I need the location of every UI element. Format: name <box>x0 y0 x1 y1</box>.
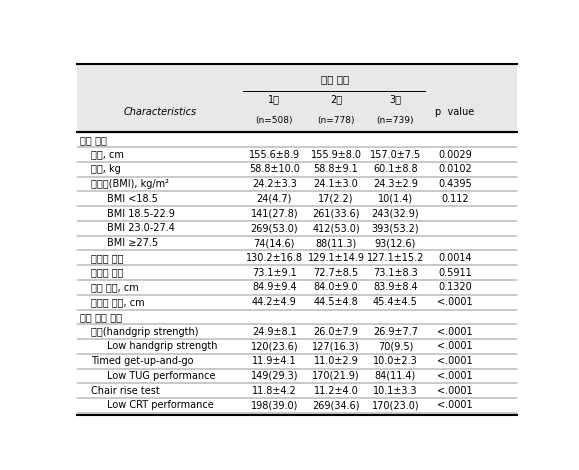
Text: 58.8±9.1: 58.8±9.1 <box>314 164 358 174</box>
Text: 24.3±2.9: 24.3±2.9 <box>373 179 418 189</box>
Text: 0.0102: 0.0102 <box>438 164 472 174</box>
Text: 88(11.3): 88(11.3) <box>316 238 357 248</box>
Text: Characteristics: Characteristics <box>124 108 197 118</box>
Text: 269(34.6): 269(34.6) <box>312 400 360 410</box>
Text: 84.9±9.4: 84.9±9.4 <box>252 282 296 292</box>
Text: 0.1320: 0.1320 <box>438 282 472 292</box>
Text: 10.1±3.3: 10.1±3.3 <box>373 386 418 396</box>
Text: 이완기 혈압: 이완기 혈압 <box>91 267 124 278</box>
Text: 체중, kg: 체중, kg <box>91 164 121 174</box>
Bar <box>77 63 516 134</box>
Text: 비만도(BMI), kg/m²: 비만도(BMI), kg/m² <box>91 179 169 189</box>
Text: 83.9±8.4: 83.9±8.4 <box>373 282 418 292</box>
Text: 방문 횟수: 방문 횟수 <box>321 74 349 84</box>
Text: 26.9±7.7: 26.9±7.7 <box>373 327 418 337</box>
Text: 141(27.8): 141(27.8) <box>251 209 298 219</box>
Text: (n=778): (n=778) <box>317 116 355 125</box>
Text: Low CRT performance: Low CRT performance <box>107 400 214 410</box>
Text: 0.112: 0.112 <box>441 194 469 204</box>
Text: 11.0±2.9: 11.0±2.9 <box>314 356 358 366</box>
Text: <.0001: <.0001 <box>437 327 472 337</box>
Text: 0.0014: 0.0014 <box>438 253 472 263</box>
Text: 허벅지 둘레, cm: 허벅지 둘레, cm <box>91 297 145 307</box>
Text: 24.2±3.3: 24.2±3.3 <box>252 179 297 189</box>
Text: 60.1±8.8: 60.1±8.8 <box>373 164 418 174</box>
Text: <.0001: <.0001 <box>437 356 472 366</box>
Text: <.0001: <.0001 <box>437 297 472 307</box>
Text: 93(12.6): 93(12.6) <box>375 238 416 248</box>
Text: 10(1.4): 10(1.4) <box>378 194 413 204</box>
Text: 허리 둘레, cm: 허리 둘레, cm <box>91 282 139 292</box>
Text: 149(29.3): 149(29.3) <box>251 371 298 381</box>
Text: BMI ≥27.5: BMI ≥27.5 <box>107 238 158 248</box>
Text: Chair rise test: Chair rise test <box>91 386 160 396</box>
Text: 412(53.0): 412(53.0) <box>312 223 360 233</box>
Text: 129.1±14.9: 129.1±14.9 <box>307 253 365 263</box>
Text: (n=739): (n=739) <box>377 116 414 125</box>
Text: (n=508): (n=508) <box>255 116 293 125</box>
Text: 157.0±7.5: 157.0±7.5 <box>370 149 421 159</box>
Text: 58.8±10.0: 58.8±10.0 <box>249 164 300 174</box>
Text: 44.5±4.8: 44.5±4.8 <box>314 297 358 307</box>
Text: 수축기 혈압: 수축기 혈압 <box>91 253 124 263</box>
Text: 1회: 1회 <box>268 94 280 104</box>
Text: 11.2±4.0: 11.2±4.0 <box>314 386 358 396</box>
Text: Timed get-up-and-go: Timed get-up-and-go <box>91 356 194 366</box>
Text: 127(16.3): 127(16.3) <box>312 341 360 352</box>
Text: 0.4395: 0.4395 <box>438 179 472 189</box>
Text: 신체 기능 평가: 신체 기능 평가 <box>80 312 122 322</box>
Text: 198(39.0): 198(39.0) <box>251 400 298 410</box>
Text: Low TUG performance: Low TUG performance <box>107 371 215 381</box>
Text: 84.0±9.0: 84.0±9.0 <box>314 282 358 292</box>
Text: 243(32.9): 243(32.9) <box>372 209 419 219</box>
Text: 신장, cm: 신장, cm <box>91 149 124 159</box>
Text: 신체 계측: 신체 계측 <box>80 135 107 145</box>
Text: 17(2.2): 17(2.2) <box>318 194 354 204</box>
Text: 130.2±16.8: 130.2±16.8 <box>246 253 303 263</box>
Text: 73.1±9.1: 73.1±9.1 <box>252 267 296 278</box>
Text: 73.1±8.3: 73.1±8.3 <box>373 267 418 278</box>
Text: <.0001: <.0001 <box>437 341 472 352</box>
Text: BMI 18.5-22.9: BMI 18.5-22.9 <box>107 209 175 219</box>
Text: 261(33.6): 261(33.6) <box>312 209 360 219</box>
Text: 악력(handgrip strength): 악력(handgrip strength) <box>91 327 199 337</box>
Text: p  value: p value <box>435 108 475 118</box>
Text: 155.9±8.0: 155.9±8.0 <box>310 149 361 159</box>
Text: 269(53.0): 269(53.0) <box>251 223 298 233</box>
Text: 155.6±8.9: 155.6±8.9 <box>249 149 300 159</box>
Text: 170(23.0): 170(23.0) <box>372 400 419 410</box>
Text: 10.0±2.3: 10.0±2.3 <box>373 356 418 366</box>
Text: <.0001: <.0001 <box>437 371 472 381</box>
Text: <.0001: <.0001 <box>437 386 472 396</box>
Text: 3회: 3회 <box>390 94 401 104</box>
Text: 0.5911: 0.5911 <box>438 267 472 278</box>
Text: 24.1±3.0: 24.1±3.0 <box>314 179 358 189</box>
Text: 2회: 2회 <box>330 94 342 104</box>
Text: <.0001: <.0001 <box>437 400 472 410</box>
Text: Low handgrip strength: Low handgrip strength <box>107 341 218 352</box>
Text: 24.9±8.1: 24.9±8.1 <box>252 327 296 337</box>
Text: 44.2±4.9: 44.2±4.9 <box>252 297 296 307</box>
Text: 11.9±4.1: 11.9±4.1 <box>252 356 296 366</box>
Text: 74(14.6): 74(14.6) <box>254 238 295 248</box>
Text: 26.0±7.9: 26.0±7.9 <box>314 327 358 337</box>
Text: 24(4.7): 24(4.7) <box>256 194 292 204</box>
Text: 120(23.6): 120(23.6) <box>251 341 298 352</box>
Text: BMI 23.0-27.4: BMI 23.0-27.4 <box>107 223 175 233</box>
Text: 11.8±4.2: 11.8±4.2 <box>252 386 296 396</box>
Text: 127.1±15.2: 127.1±15.2 <box>367 253 424 263</box>
Text: 72.7±8.5: 72.7±8.5 <box>313 267 358 278</box>
Text: 170(21.9): 170(21.9) <box>312 371 360 381</box>
Text: 45.4±4.5: 45.4±4.5 <box>373 297 418 307</box>
Text: BMI <18.5: BMI <18.5 <box>107 194 158 204</box>
Text: 84(11.4): 84(11.4) <box>375 371 416 381</box>
Text: 70(9.5): 70(9.5) <box>378 341 413 352</box>
Text: 393(53.2): 393(53.2) <box>372 223 419 233</box>
Text: 0.0029: 0.0029 <box>438 149 472 159</box>
